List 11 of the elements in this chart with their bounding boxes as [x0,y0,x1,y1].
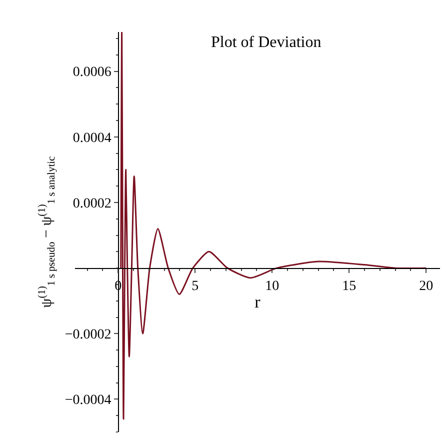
y-tick-label: −0.0002 [64,328,112,343]
y-tick-label: 0.0002 [72,196,112,212]
x-tick-label: 10 [265,278,280,294]
x-axis-title: r [254,292,261,312]
y-tick-label: 0.0006 [72,65,112,80]
y-tick-label: 0.0004 [72,130,112,146]
chart-title: Plot of Deviation [211,34,322,51]
x-tick-label: 20 [419,278,434,294]
x-tick-label: 15 [342,278,356,294]
x-tick-label: 5 [192,278,199,294]
y-tick-label: −0.0004 [64,393,112,408]
